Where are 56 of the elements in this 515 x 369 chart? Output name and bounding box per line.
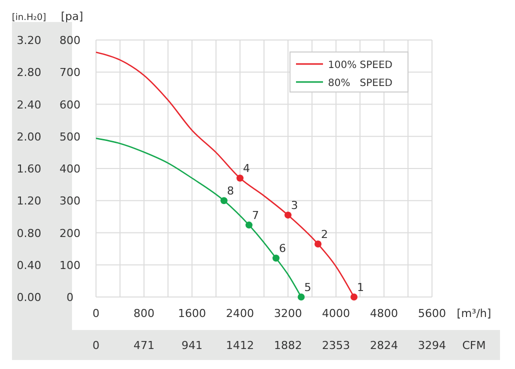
point xyxy=(272,254,280,262)
x-tick-label: 3200 xyxy=(274,307,302,320)
annotation: 6 xyxy=(279,242,286,256)
point xyxy=(298,294,305,300)
x2-tick-label: 941 xyxy=(181,339,202,352)
legend-label: 80% SPEED xyxy=(328,78,393,89)
x-tick-label: 4000 xyxy=(322,307,350,320)
x-tick-label: 800 xyxy=(134,307,154,320)
x-tick-label: 1600 xyxy=(178,307,206,320)
annotation: 8 xyxy=(226,184,234,198)
annotation: 2 xyxy=(321,228,328,241)
y2-tick-label: 1.60 xyxy=(16,162,42,176)
y-tick-label: 800 xyxy=(60,34,80,47)
y-tick-label: 500 xyxy=(60,130,80,144)
y-tick-label: 700 xyxy=(60,66,80,80)
x2-tick-label: 0 xyxy=(92,339,100,352)
point xyxy=(350,294,358,300)
x2-tick-label: 471 xyxy=(134,339,155,352)
annotation: 7 xyxy=(252,209,259,222)
y-tick-label: 200 xyxy=(60,226,80,240)
annotation: 3 xyxy=(291,199,298,212)
point xyxy=(246,222,252,229)
x2-tick-label: 2353 xyxy=(322,339,350,352)
y2-tick-label: 3.20 xyxy=(16,34,42,47)
x-tick-label: 4800 xyxy=(370,307,398,320)
annotation: 1 xyxy=(357,281,364,294)
point xyxy=(284,212,292,219)
x2-tick-label: 3294 xyxy=(418,339,446,352)
legend-label: 100% SPEED xyxy=(328,60,393,71)
point xyxy=(314,240,322,248)
y2-tick-label: 1.20 xyxy=(16,194,42,208)
y2-tick-label: 2.00 xyxy=(16,130,42,144)
y2-tick-label: 2.40 xyxy=(16,98,42,112)
point xyxy=(236,174,244,182)
y-tick-label: 600 xyxy=(60,98,80,112)
x2-tick-label: 1412 xyxy=(226,339,254,352)
x-tick-label: 2400 xyxy=(226,307,254,320)
y2-tick-label: 0.40 xyxy=(16,258,42,272)
annotation: 5 xyxy=(304,281,312,294)
x-tick-label: 0 xyxy=(92,307,100,320)
y2-tick-label: 2.80 xyxy=(16,66,42,80)
x-axis-title: [m³/h] xyxy=(456,307,492,320)
x2-tick-label: 1882 xyxy=(274,339,302,352)
y-tick-label: 300 xyxy=(60,194,80,208)
y2-tick-label: 0.80 xyxy=(16,226,42,240)
y2-tick-label: 0.00 xyxy=(16,291,42,304)
y-tick-label: 0 xyxy=(66,291,74,304)
y-tick-label: 100 xyxy=(60,258,80,272)
y-axis-title: [pa] xyxy=(60,10,84,23)
y2-axis-title: [in.H₂0] xyxy=(12,13,46,23)
point xyxy=(220,197,228,204)
annotation: 4 xyxy=(243,162,250,176)
x2-axis-title: CFM xyxy=(462,339,486,352)
y-tick-label: 400 xyxy=(60,162,80,176)
x-tick-label: 5600 xyxy=(418,307,446,320)
x2-tick-label: 2824 xyxy=(370,339,398,352)
